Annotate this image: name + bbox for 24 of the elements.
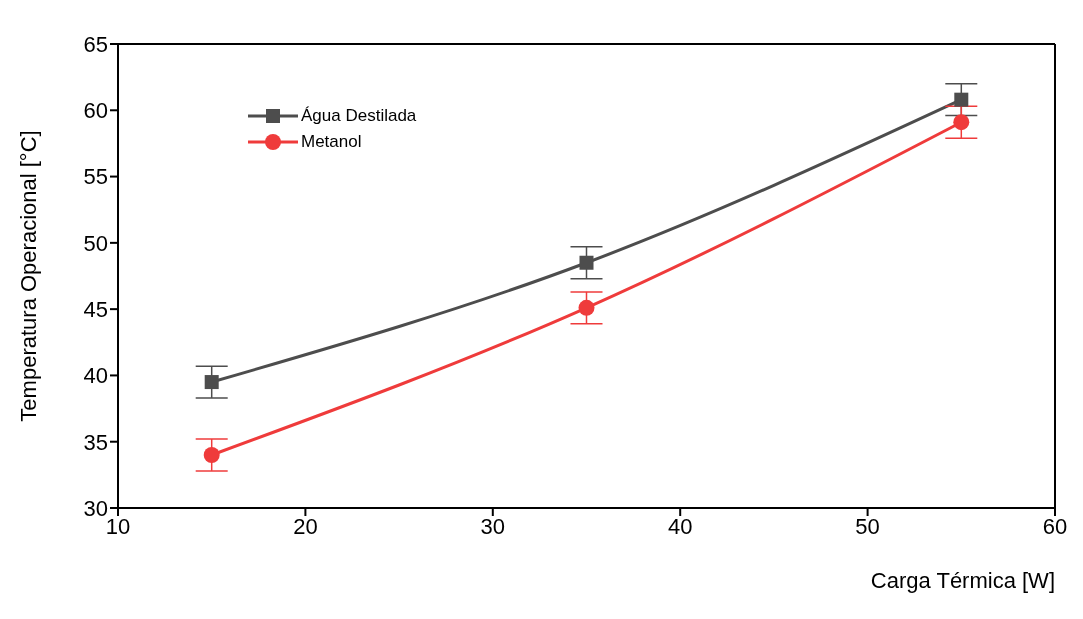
x-tick-label: 20 [293, 513, 318, 539]
legend-label: Metanol [301, 132, 362, 152]
y-tick-label: 65 [83, 31, 108, 57]
x-tick-label: 40 [667, 513, 693, 539]
y-tick-label: 55 [83, 164, 108, 190]
y-tick-label: 45 [83, 296, 108, 322]
x-tick-label: 50 [855, 513, 880, 539]
x-axis-title: Carga Térmica [W] [870, 568, 1055, 593]
y-tick-label: 40 [83, 363, 108, 389]
x-tick-label: 30 [480, 513, 506, 539]
y-tick-label: 35 [83, 429, 108, 455]
point [578, 299, 595, 316]
point [953, 114, 970, 131]
y-tick-label: 50 [83, 230, 108, 256]
x-tick-label: 10 [105, 513, 131, 539]
point [204, 375, 219, 390]
y-axis-title: Temperatura Operacional [°C] [15, 130, 41, 422]
y-tick-label: 30 [83, 495, 108, 521]
x-tick-label: 60 [1042, 513, 1068, 539]
y-tick-label: 60 [83, 98, 108, 124]
point [579, 255, 594, 270]
point [954, 92, 969, 107]
legend-label: Água Destilada [301, 106, 417, 126]
point [203, 446, 220, 463]
